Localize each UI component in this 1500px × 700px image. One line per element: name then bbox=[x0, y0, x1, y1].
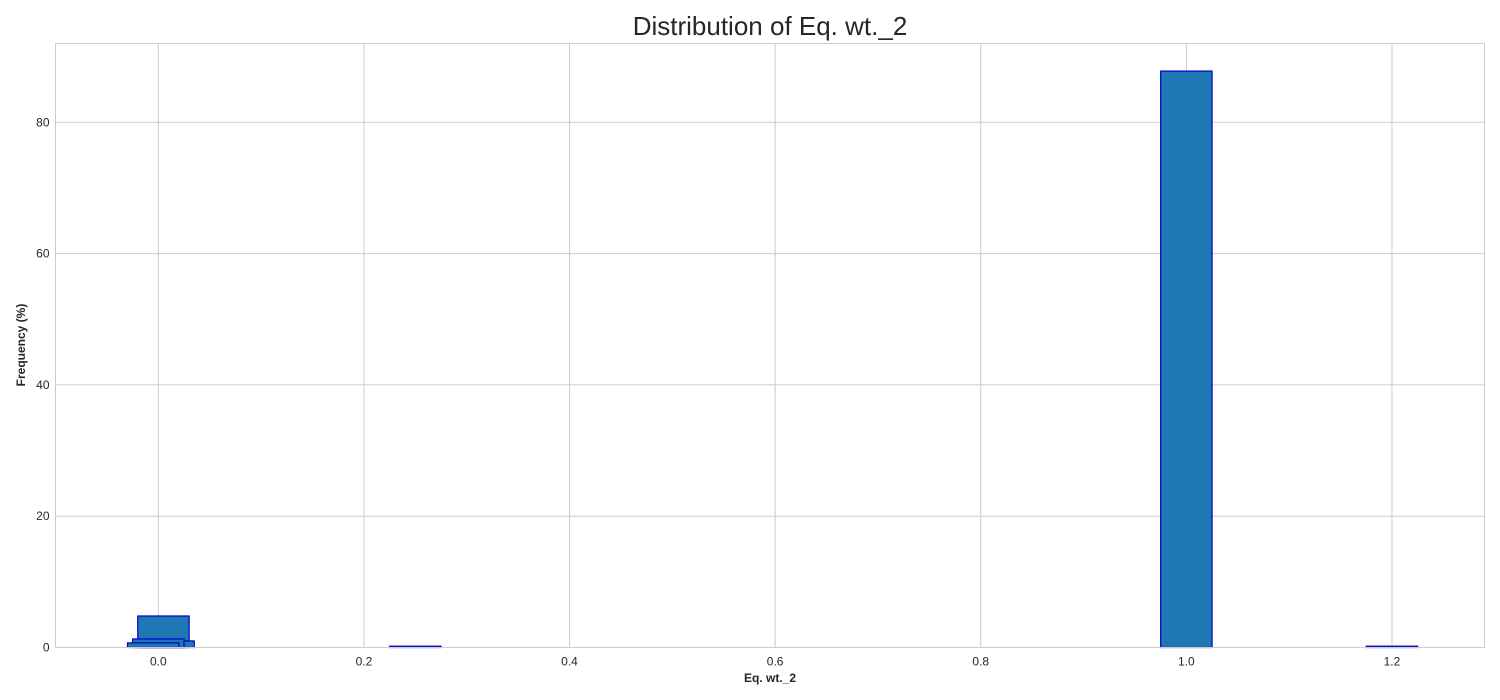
x-tick-label: 1.2 bbox=[1384, 655, 1401, 669]
y-tick-label: 80 bbox=[36, 115, 50, 129]
x-tick-label: 0.2 bbox=[356, 655, 373, 669]
y-tick-label: 0 bbox=[43, 641, 50, 655]
x-tick-label: 0.4 bbox=[561, 655, 578, 669]
x-tick-label: 0.8 bbox=[972, 655, 989, 669]
y-axis-label: Frequency (%) bbox=[14, 304, 28, 387]
x-axis-label: Eq. wt._2 bbox=[744, 671, 796, 685]
x-tick-label: 0.0 bbox=[150, 655, 167, 669]
y-tick-label: 60 bbox=[36, 247, 50, 261]
x-axis-ticks: 0.0 0.2 0.4 0.6 0.8 1.0 1.2 bbox=[150, 655, 1401, 669]
histogram-bar bbox=[126, 642, 180, 649]
x-tick-label: 0.6 bbox=[767, 655, 784, 669]
grid-lines bbox=[55, 43, 1485, 648]
bars-group bbox=[126, 70, 1419, 649]
chart-title: Distribution of Eq. wt._2 bbox=[633, 11, 908, 41]
y-tick-label: 40 bbox=[36, 378, 50, 392]
y-axis-ticks: 0 20 40 60 80 bbox=[36, 115, 50, 654]
plot-frame bbox=[55, 43, 1485, 648]
histogram-bar bbox=[1160, 70, 1213, 649]
x-tick-label: 1.0 bbox=[1178, 655, 1195, 669]
y-tick-label: 20 bbox=[36, 509, 50, 523]
